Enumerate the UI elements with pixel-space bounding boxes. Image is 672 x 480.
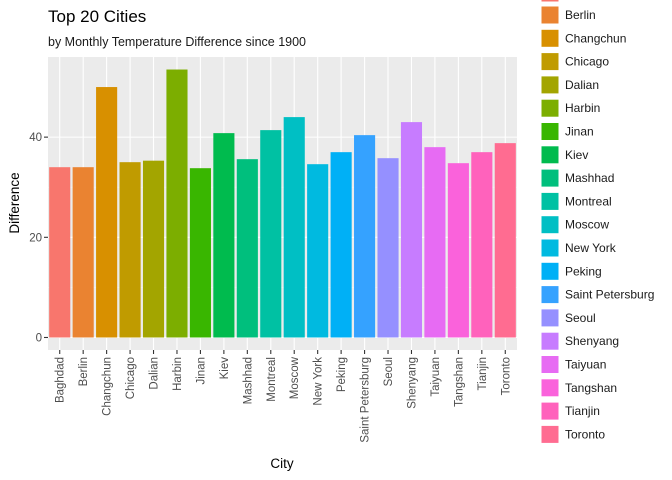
x-tick-label: Chicago — [125, 357, 137, 399]
legend-key — [540, 308, 560, 328]
legend-label: Dalian — [565, 78, 599, 92]
bars — [49, 69, 516, 338]
bar-baghdad — [49, 167, 71, 338]
legend-label: Mashhad — [565, 171, 614, 185]
x-tick-label: Jinan — [195, 357, 207, 385]
bar-kiev — [213, 133, 235, 338]
x-tick-label: Seoul — [383, 357, 395, 386]
legend-label: Montreal — [565, 194, 612, 208]
plot-panel — [48, 57, 517, 350]
legend-label: Moscow — [565, 218, 609, 232]
legend-label: Seoul — [565, 311, 596, 325]
x-tick-label: Taiyuan — [430, 357, 442, 397]
y-tick-label: 20 — [29, 232, 42, 244]
y-tick-label: 40 — [29, 132, 42, 144]
legend-key — [540, 98, 560, 118]
x-tick-label: Tianjin — [477, 357, 489, 390]
bar-peking — [330, 152, 352, 338]
x-tick-label: Berlin — [78, 357, 90, 386]
bar-jinan — [189, 168, 211, 338]
chart-title: Top 20 Cities — [48, 7, 146, 26]
legend-label: Taiyuan — [565, 358, 606, 372]
legend-label: Chicago — [565, 55, 609, 69]
bar-new-york — [307, 164, 329, 338]
bar-mashhad — [236, 159, 258, 338]
bar-harbin — [166, 69, 188, 338]
legend-label: Berlin — [565, 8, 596, 22]
legend-key — [540, 5, 560, 25]
legend-key — [540, 261, 560, 281]
legend-key — [540, 401, 560, 421]
bar-taiyuan — [424, 147, 446, 338]
legend-key — [540, 424, 560, 444]
x-tick-label: Toronto — [500, 357, 512, 395]
bar-seoul — [377, 158, 399, 338]
bar-tangshan — [447, 163, 469, 338]
bar-toronto — [494, 143, 516, 338]
bar-shenyang — [400, 122, 423, 338]
x-tick-label: Changchun — [102, 357, 114, 416]
legend-key — [540, 355, 560, 374]
x-tick-label: Mashhad — [242, 357, 254, 404]
bar-dalian — [142, 160, 165, 338]
x-tick-label: Kiev — [219, 357, 231, 380]
legend-key — [540, 331, 560, 351]
y-axis: 0 20 40 — [29, 132, 48, 344]
y-tick-label: 0 — [36, 332, 42, 344]
legend-key — [540, 122, 560, 141]
bar-berlin — [72, 167, 94, 338]
x-axis-title: City — [270, 456, 293, 471]
legend-key — [540, 285, 560, 305]
chart-subtitle: by Monthly Temperature Difference since … — [48, 35, 306, 49]
legend-key — [540, 75, 560, 95]
bar-changchun — [96, 87, 118, 338]
legend-label: Changchun — [565, 31, 626, 45]
x-axis: Baghdad Berlin Changchun Chicago Dalian Harbi… — [55, 350, 512, 443]
legend: Berlin Changchun Chicago Dalian Harbin Jinan K… — [540, 0, 654, 444]
legend-label: Saint Petersburg — [565, 288, 654, 302]
legend-label: Toronto — [565, 427, 605, 441]
legend-key — [540, 215, 560, 235]
x-tick-label: Dalian — [149, 357, 161, 390]
legend-label: Shenyang — [565, 334, 619, 348]
bar-saint-petersburg — [354, 135, 376, 338]
bar-moscow — [283, 117, 305, 338]
legend-key — [540, 145, 560, 165]
x-tick-label: Moscow — [289, 356, 301, 399]
legend-key — [540, 52, 560, 72]
legend-label: Peking — [565, 264, 602, 278]
legend-label: Kiev — [565, 148, 588, 162]
x-tick-label: Harbin — [172, 357, 184, 391]
y-axis-title: Difference — [7, 172, 22, 233]
x-tick-label: Montreal — [266, 357, 278, 402]
legend-label: Jinan — [565, 125, 594, 139]
legend-key — [540, 378, 560, 398]
legend-label: Tangshan — [565, 381, 617, 395]
bar-tianjin — [471, 152, 493, 338]
legend-key — [540, 238, 560, 258]
legend-label: Harbin — [565, 101, 600, 115]
x-tick-label: Saint Petersburg — [360, 357, 372, 443]
x-tick-label: New York — [313, 357, 325, 406]
legend-key — [540, 0, 560, 3]
x-tick-label: Baghdad — [55, 357, 67, 403]
legend-key — [540, 168, 560, 188]
x-tick-label: Peking — [336, 357, 348, 392]
legend-label: New York — [565, 241, 617, 255]
x-tick-label: Tangshan — [453, 357, 465, 407]
bar-montreal — [260, 130, 282, 338]
legend-key — [540, 191, 560, 211]
x-tick-label: Shenyang — [406, 357, 418, 409]
legend-key — [540, 28, 560, 48]
bar-chicago — [119, 162, 141, 338]
legend-label: Tianjin — [565, 404, 600, 418]
